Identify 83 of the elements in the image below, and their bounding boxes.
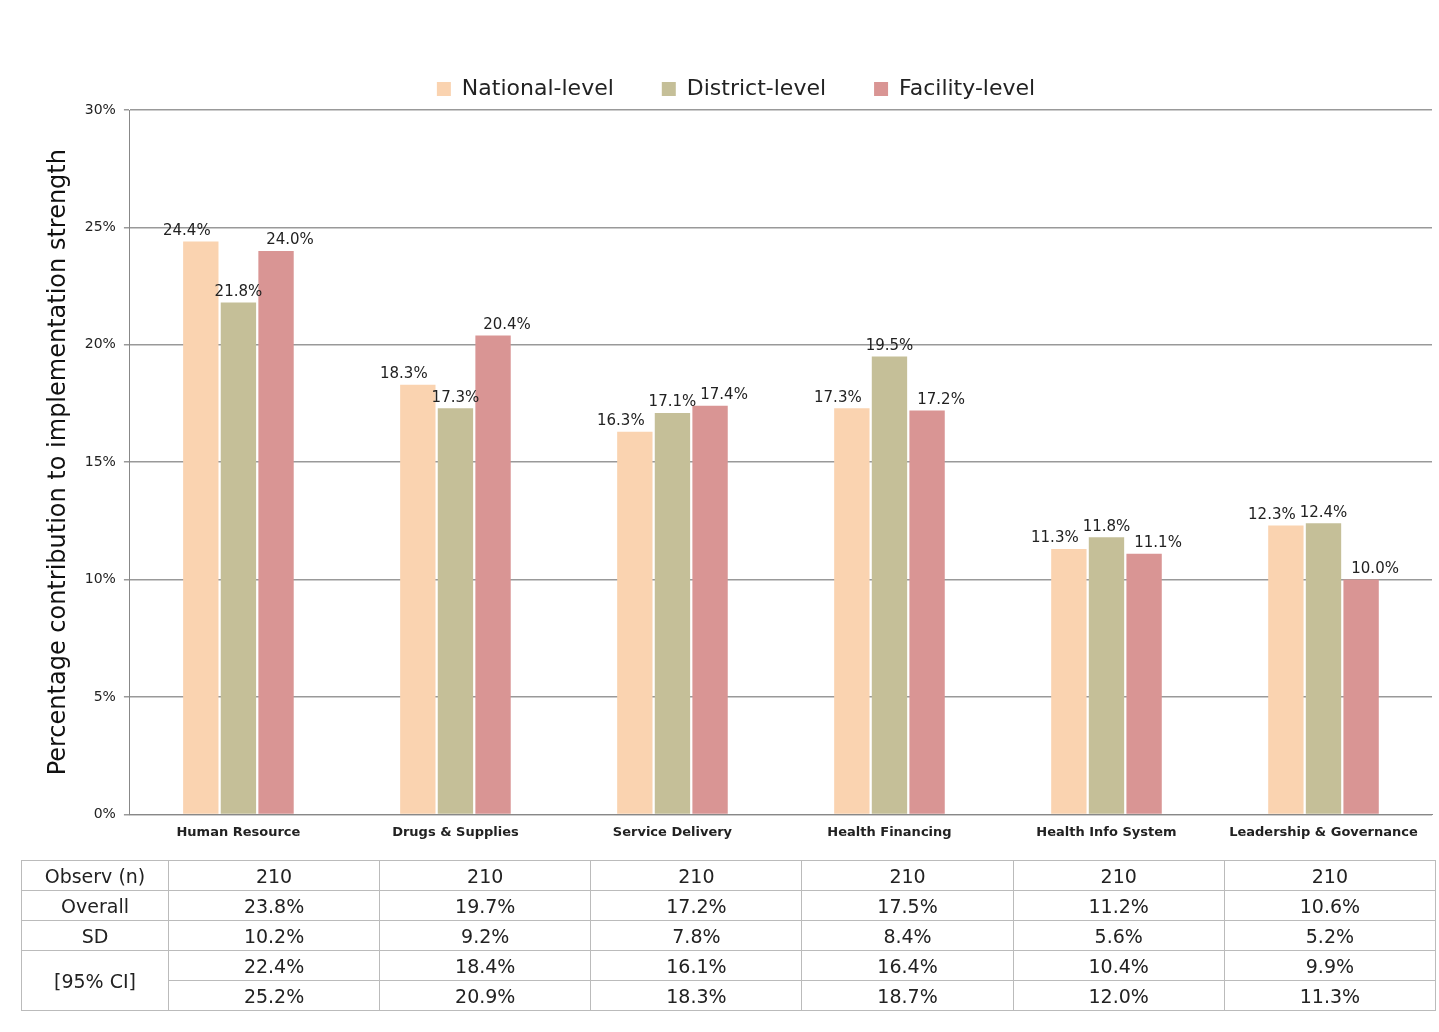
- text: 10.6%: [1224, 890, 1436, 921]
- text: 20.9%: [379, 980, 591, 1011]
- data-label: 24.0%: [266, 230, 314, 249]
- data-label: 17.3%: [814, 387, 862, 406]
- text: [95% CI]: [21, 950, 169, 1011]
- bar: [1126, 553, 1162, 814]
- bar: [437, 408, 474, 814]
- text: 8.4%: [801, 920, 1014, 951]
- y-tick-label: 10%: [84, 570, 116, 587]
- legend-label: Facility-level: [899, 74, 1036, 100]
- text: Overall: [21, 890, 169, 921]
- data-label: 11.1%: [1134, 533, 1182, 552]
- y-tick-label: 0%: [93, 805, 116, 822]
- text: 18.3%: [590, 980, 802, 1011]
- data-label: 19.5%: [865, 335, 914, 354]
- text: 210: [801, 860, 1014, 891]
- bar: [692, 405, 728, 814]
- bar: [909, 410, 945, 814]
- text: 7.8%: [590, 920, 802, 951]
- text: 210: [379, 860, 591, 891]
- bar: [1088, 537, 1125, 814]
- data-label: 21.8%: [214, 281, 263, 300]
- data-label: 10.0%: [1351, 558, 1399, 577]
- data-label: 16.3%: [597, 411, 645, 430]
- bar: [220, 302, 257, 814]
- bar: [1343, 579, 1379, 814]
- text: 9.9%: [1224, 950, 1436, 981]
- bar: [871, 356, 908, 814]
- y-tick-label: 30%: [84, 100, 116, 117]
- text: 10.4%: [1013, 950, 1225, 981]
- bar: [1268, 525, 1304, 814]
- text: 23.8%: [168, 890, 380, 921]
- bar: [617, 431, 653, 814]
- text: SD: [21, 920, 169, 951]
- text: 19.7%: [379, 890, 591, 921]
- y-tick-label: 20%: [84, 335, 116, 352]
- data-label: 18.3%: [379, 364, 428, 383]
- text: 210: [590, 860, 802, 891]
- x-tick-label: Health Financing: [827, 823, 952, 839]
- legend-label: District-level: [686, 74, 827, 100]
- data-label: 17.2%: [917, 389, 965, 408]
- text: 10.2%: [168, 920, 380, 951]
- x-tick-label: Health Info System: [1036, 823, 1177, 839]
- text: 17.5%: [801, 890, 1014, 921]
- x-tick-label: Human Resource: [176, 823, 301, 839]
- text: 25.2%: [168, 980, 380, 1011]
- bar: [834, 408, 870, 814]
- text: 18.7%: [801, 980, 1014, 1011]
- y-axis-title: Percentage contribution to implementation strength: [42, 149, 71, 776]
- text: 5.6%: [1013, 920, 1225, 951]
- text: 210: [1013, 860, 1225, 891]
- data-label: 17.4%: [700, 385, 748, 404]
- text: 22.4%: [168, 950, 380, 981]
- data-label: 11.8%: [1082, 516, 1131, 535]
- x-tick-label: Leadership & Governance: [1229, 823, 1418, 839]
- text: 11.3%: [1224, 980, 1436, 1011]
- data-label: 12.4%: [1299, 502, 1348, 521]
- bar: [1305, 523, 1342, 814]
- data-label: 11.3%: [1031, 528, 1079, 547]
- text: 16.1%: [590, 950, 802, 981]
- x-tick-label: Service Delivery: [612, 823, 733, 839]
- y-tick-label: 15%: [84, 452, 116, 469]
- data-label: 17.3%: [431, 387, 480, 406]
- x-tick-label: Drugs & Supplies: [392, 823, 519, 839]
- data-label: 12.3%: [1248, 504, 1296, 523]
- text: 18.4%: [379, 950, 591, 981]
- y-tick-label: 25%: [84, 218, 116, 235]
- text: 9.2%: [379, 920, 591, 951]
- text: 17.2%: [590, 890, 802, 921]
- bar: [654, 412, 691, 814]
- text: 5.2%: [1224, 920, 1436, 951]
- data-label: 17.1%: [648, 392, 697, 411]
- text: 11.2%: [1013, 890, 1225, 921]
- data-label: 20.4%: [483, 314, 531, 333]
- data-label: 24.4%: [162, 220, 211, 239]
- y-tick-label: 5%: [93, 687, 116, 704]
- text: 16.4%: [801, 950, 1014, 981]
- text: Observ (n): [21, 860, 169, 891]
- text: 210: [1224, 860, 1436, 891]
- bar: [1051, 549, 1087, 814]
- text: 12.0%: [1013, 980, 1225, 1011]
- text: 210: [168, 860, 380, 891]
- legend-label: National-level: [461, 74, 614, 100]
